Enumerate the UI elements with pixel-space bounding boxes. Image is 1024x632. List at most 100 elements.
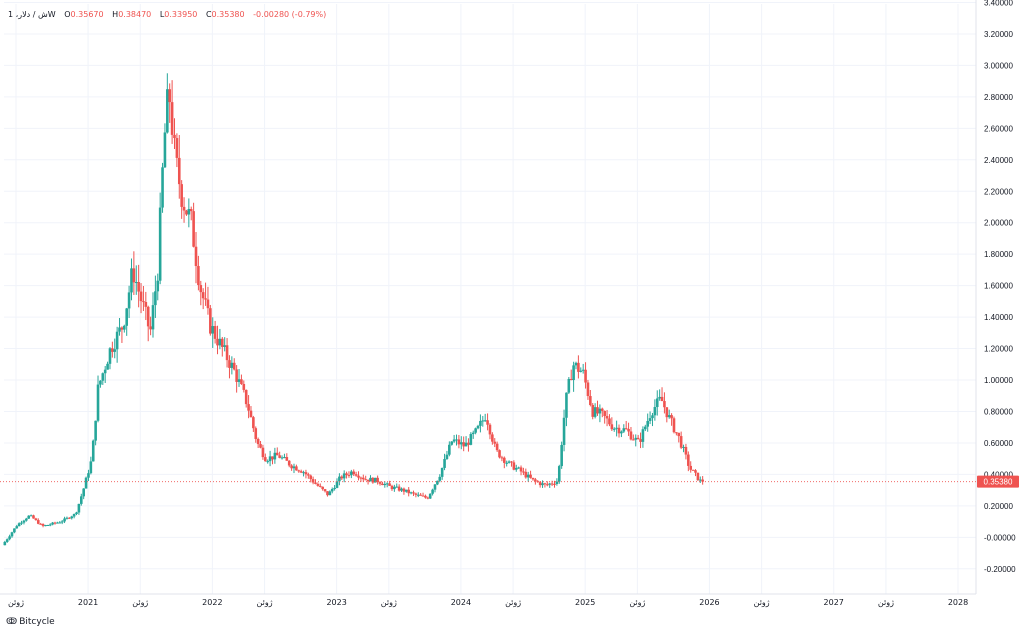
candle-body [13,528,16,533]
candle-body [103,369,107,374]
candle-body [593,407,597,417]
y-tick-label: 1.20000 [984,345,1013,354]
candle-body [87,473,90,478]
candle-body [455,439,458,441]
candle-body [56,522,59,524]
candle-body [328,491,332,496]
candle-body [512,462,516,470]
candle-body [479,420,482,426]
y-tick-label: 2.80000 [984,93,1013,102]
candle-body [701,479,704,482]
y-tick-label: 3.20000 [984,30,1013,39]
candle-body [491,434,494,442]
candle-body [503,457,506,463]
x-axis[interactable]: ژوئن 2021 ژوئن 2022 ژوئن 2023 ژوئن 2024 ژوئن 2025… [8,598,968,607]
candle-body [338,476,341,482]
candle-body [271,456,274,460]
candle-body [5,539,9,542]
close-label: C [205,10,212,19]
candle-body [405,489,408,492]
candle-body [591,404,595,417]
open-value: 0.35670 [70,10,104,19]
candle-body [366,479,370,482]
candle-body [646,420,649,427]
candle-body [252,417,255,429]
candle-body [667,415,671,418]
candle-body [390,485,394,490]
candle-body [560,444,563,467]
candle-body [629,431,633,440]
candle-body [675,432,678,434]
candle-body [163,132,167,168]
y-axis[interactable]: 3.40000 3.20000 3.00000 2.80000 2.60000 2.400… [984,0,1016,574]
candle-body [378,482,382,484]
candle-body [242,383,246,390]
candle-body [115,331,119,350]
candle-body [622,428,626,432]
candle-body [397,486,401,491]
candle-body [433,484,437,490]
high-value: 0.38470 [118,10,152,19]
candle-body [507,461,511,463]
candle-body [373,477,377,483]
candle-body [84,477,88,489]
candle-body [60,521,64,523]
candle-body [36,520,40,524]
candle-body [20,522,23,524]
candle-body [414,493,418,495]
candle-body [529,474,532,478]
candle-body [120,327,124,330]
candle-body [632,439,635,441]
y-tick-label: 2.20000 [984,187,1013,196]
candle-body [216,338,219,346]
symbol-label[interactable]: 1 ،ش / دلارW [8,10,56,19]
x-tick-label: ژوئن [381,598,397,607]
candle-body [663,401,666,408]
candle-body [457,439,461,445]
x-tick-label: 2025 [575,598,595,607]
x-tick-label: ژوئن [257,598,273,607]
candle-body [189,208,193,212]
candle-body [459,442,463,445]
candle-body [127,292,131,309]
candle-body [462,442,465,447]
candle-body [579,370,583,372]
candle-body [345,473,348,475]
change-value: -0.00280 (-0.79%) [253,10,327,19]
candle-body [421,495,425,497]
candle-body [514,467,518,470]
candle-body [395,486,399,488]
candle-body [278,455,281,458]
brand-watermark[interactable]: ↂ Bitcycle [6,617,55,627]
candle-body [46,524,50,526]
candle-body [106,363,109,370]
candle-body [326,491,329,496]
y-tick-label: 1.60000 [984,282,1013,291]
candle-body [209,308,212,334]
candle-body [323,489,327,492]
candle-body [636,437,640,440]
candle-body [77,503,81,513]
candle-body [416,494,420,496]
candle-body [584,369,587,383]
candle-body [297,470,301,472]
candle-body [347,474,351,476]
candle-body [608,418,611,425]
candle-body [225,345,229,361]
candle-body [679,436,683,448]
candle-body [139,291,143,302]
low-label: L [159,10,165,19]
candle-body [264,457,267,462]
candle-body [369,477,372,482]
x-tick-label: ژوئن [878,598,894,607]
candle-body [177,157,181,185]
candle-body [696,472,700,481]
candle-body [89,461,93,474]
candle-body [17,523,21,527]
candle-body [175,138,179,158]
x-tick-label: 2021 [78,598,98,607]
candle-body [562,417,566,445]
candle-body [27,515,31,519]
candle-body [383,483,387,486]
candle-body [137,282,140,292]
